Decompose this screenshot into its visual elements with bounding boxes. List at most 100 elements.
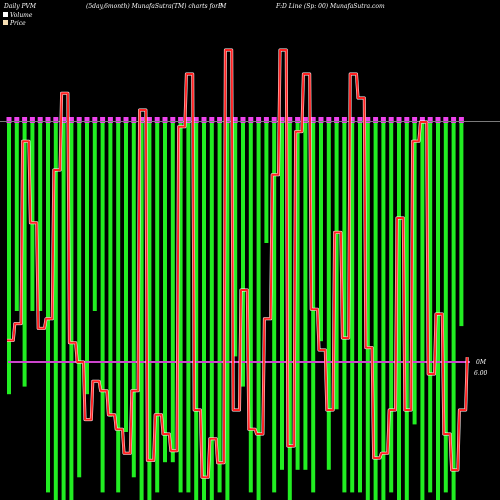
volume-bar [46, 122, 50, 493]
volume-marker [451, 117, 457, 123]
volume-bar [326, 122, 331, 470]
volume-marker [435, 117, 441, 123]
volume-bar [459, 122, 464, 327]
volume-marker [170, 117, 176, 123]
volume-bar [139, 122, 144, 500]
volume-marker [302, 117, 308, 123]
volume-marker [287, 117, 293, 123]
volume-marker [240, 117, 246, 123]
volume-marker [458, 117, 464, 123]
volume-bar [186, 122, 191, 493]
volume-bar [92, 122, 97, 311]
volume-marker [37, 117, 43, 123]
volume-marker [162, 117, 168, 123]
volume-bar [311, 122, 316, 493]
volume-bar [30, 122, 35, 311]
volume-marker [326, 117, 332, 123]
volume-bar [443, 122, 448, 493]
volume-marker [224, 117, 230, 123]
volume-marker [396, 117, 402, 123]
chart-title: (5day,6month) MunafaSutra(TM) charts for… [86, 3, 227, 10]
volume-marker [115, 117, 121, 123]
volume-marker [14, 117, 20, 123]
volume-marker [139, 117, 145, 123]
volume-bar [178, 122, 183, 493]
volume-legend-label: Volume [10, 12, 33, 19]
volume-marker [123, 117, 129, 123]
volume-bar [303, 122, 308, 470]
volume-legend-swatch [3, 12, 8, 17]
volume-bar [381, 122, 386, 500]
volume-bar [272, 122, 277, 493]
volume-marker [232, 117, 238, 123]
price-legend-swatch [3, 20, 8, 25]
volume-marker [419, 117, 425, 123]
volume-bar [108, 122, 113, 417]
volume-bar [100, 122, 105, 493]
volume-marker [178, 117, 184, 123]
volume-bar [194, 122, 199, 500]
volume-bar [420, 122, 425, 500]
volume-bar [131, 122, 136, 478]
title-fragment-1: P [217, 3, 223, 10]
volume-marker [131, 117, 137, 123]
volume-bar [256, 122, 261, 500]
volume-bar [404, 122, 409, 500]
volume-marker [295, 117, 301, 123]
volume-marker [107, 117, 113, 123]
volume-bar [225, 122, 230, 500]
volume-marker [279, 117, 285, 123]
volume-marker [6, 117, 12, 123]
volume-bar [389, 122, 394, 493]
daily-pvm-label: Daily PVM [3, 3, 37, 10]
volume-bar [85, 122, 89, 395]
volume-bar [350, 122, 355, 493]
volume-marker [68, 117, 74, 123]
price-axis-label: 6.00 [474, 370, 488, 377]
volume-bars [7, 122, 464, 500]
volume-bar [248, 122, 253, 493]
volume-marker [349, 117, 355, 123]
volume-marker [365, 117, 371, 123]
volume-marker [92, 117, 98, 123]
volume-marker [443, 117, 449, 123]
volume-bar [217, 122, 222, 493]
volume-marker [427, 117, 433, 123]
volume-marker [412, 117, 418, 123]
volume-marker [154, 117, 160, 123]
volume-bar [38, 122, 43, 311]
volume-bar [77, 122, 82, 478]
volume-marker [45, 117, 51, 123]
volume-marker [193, 117, 199, 123]
volume-bar [241, 122, 245, 387]
volume-bar [7, 122, 11, 395]
volume-bar [264, 122, 269, 243]
volume-marker [61, 117, 67, 123]
volume-marker [84, 117, 90, 123]
volume-marker [404, 117, 410, 123]
volume-marker [248, 117, 254, 123]
volume-marker [217, 117, 223, 123]
volume-bar [163, 122, 167, 463]
volume-marker [263, 117, 269, 123]
volume-bar [334, 122, 339, 410]
volume-marker [209, 117, 215, 123]
volume-bar [155, 122, 160, 493]
volume-bar [147, 122, 152, 500]
volume-bar [124, 122, 128, 432]
volume-bar [397, 122, 401, 500]
volume-bar [14, 122, 19, 311]
price-line-main [7, 49, 469, 479]
volume-marker [271, 117, 277, 123]
volume-bar [428, 122, 433, 493]
volume-marker [373, 117, 379, 123]
volume-marker [357, 117, 363, 123]
volume-bar [373, 122, 378, 500]
price-legend-label: Price [9, 20, 26, 27]
volume-bar [295, 122, 300, 470]
volume-marker [256, 117, 262, 123]
volume-axis-label: 0M [476, 359, 487, 366]
volume-marker [185, 117, 191, 123]
volume-bar [69, 122, 74, 500]
